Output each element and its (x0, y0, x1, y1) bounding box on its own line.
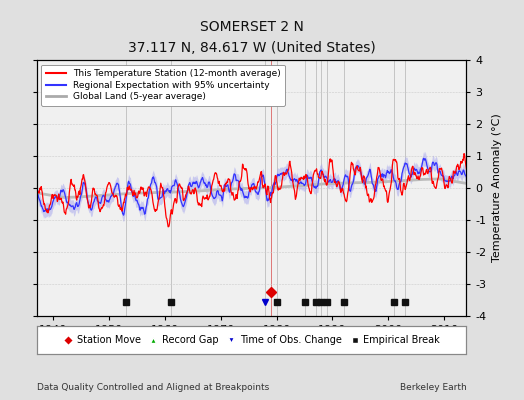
Text: Data Quality Controlled and Aligned at Breakpoints: Data Quality Controlled and Aligned at B… (37, 383, 269, 392)
Legend: Station Move, Record Gap, Time of Obs. Change, Empirical Break: Station Move, Record Gap, Time of Obs. C… (60, 332, 443, 348)
Text: Berkeley Earth: Berkeley Earth (400, 383, 466, 392)
Title: SOMERSET 2 N
37.117 N, 84.617 W (United States): SOMERSET 2 N 37.117 N, 84.617 W (United … (128, 20, 375, 55)
Legend: This Temperature Station (12-month average), Regional Expectation with 95% uncer: This Temperature Station (12-month avera… (41, 64, 285, 106)
Y-axis label: Temperature Anomaly (°C): Temperature Anomaly (°C) (492, 114, 502, 262)
